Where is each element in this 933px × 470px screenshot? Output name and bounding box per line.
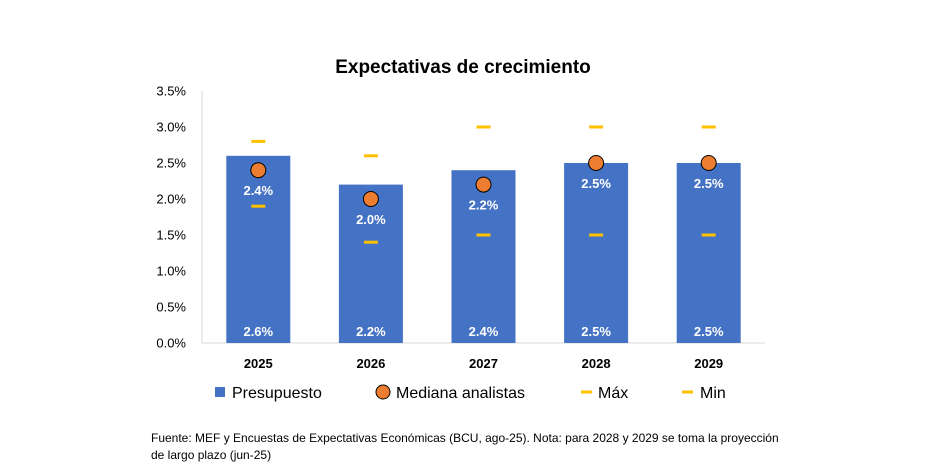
median-data-label: 2.5%: [694, 176, 724, 191]
median-marker: [475, 176, 492, 193]
x-tick-label: 2029: [694, 356, 723, 371]
y-tick-label: 3.5%: [156, 84, 186, 99]
y-tick-label: 3.0%: [156, 120, 186, 135]
legend-label-presupuesto: Presupuesto: [232, 385, 322, 402]
y-tick-label: 0.0%: [156, 336, 186, 351]
y-tick-label: 0.5%: [156, 300, 186, 315]
median-data-label: 2.2%: [469, 198, 499, 213]
y-axis: 0.0% 0.5% 1.0% 1.5% 2.0% 2.5% 3.0% 3.5%: [156, 84, 203, 351]
bars-group: 2.6% 2.2% 2.4% 2.5% 2.5%: [226, 155, 741, 343]
median-marker: [588, 155, 605, 171]
bar-presupuesto: [564, 163, 629, 343]
source-note: Fuente: MEF y Encuestas de Expectativas …: [151, 431, 779, 462]
bar-data-label: 2.5%: [694, 324, 724, 339]
legend-label-mediana: Mediana analistas: [396, 385, 525, 402]
median-data-label: 2.4%: [243, 183, 273, 198]
x-tick-label: 2026: [356, 356, 385, 371]
range-dashes-group: [251, 125, 716, 244]
y-tick-label: 2.5%: [156, 156, 186, 171]
bar-presupuesto: [226, 155, 291, 343]
bar-data-label: 2.4%: [469, 324, 499, 339]
bar-presupuesto: [451, 170, 516, 343]
chart-title: Expectativas de crecimiento: [335, 57, 591, 78]
bar-data-label: 2.5%: [581, 324, 611, 339]
x-axis: 2025 2026 2027 2028 2029: [202, 342, 765, 371]
median-data-label: 2.5%: [581, 176, 611, 191]
legend-label-max: Máx: [598, 385, 628, 402]
bar-presupuesto: [338, 184, 403, 343]
legend-swatch-mediana: [375, 384, 391, 400]
bar-presupuesto: [676, 163, 741, 343]
x-tick-label: 2025: [244, 356, 273, 371]
y-tick-label: 1.5%: [156, 228, 186, 243]
median-marker: [700, 155, 717, 171]
y-tick-label: 2.0%: [156, 192, 186, 207]
legend: Presupuesto Mediana analistas Máx Min: [215, 384, 726, 402]
median-data-label: 2.0%: [356, 212, 386, 227]
x-tick-label: 2027: [469, 356, 498, 371]
legend-label-min: Min: [700, 385, 726, 402]
median-markers-group: 2.4% 2.0% 2.2% 2.5% 2.5%: [243, 155, 724, 227]
bar-data-label: 2.6%: [243, 324, 273, 339]
median-marker: [250, 162, 267, 179]
bar-data-label: 2.2%: [356, 324, 386, 339]
x-tick-label: 2028: [582, 356, 611, 371]
legend-swatch-presupuesto: [215, 387, 225, 397]
median-marker: [362, 191, 379, 207]
y-tick-label: 1.0%: [156, 264, 186, 279]
chart: Expectativas de crecimiento 0.0% 0.5% 1.0%…: [156, 57, 765, 402]
